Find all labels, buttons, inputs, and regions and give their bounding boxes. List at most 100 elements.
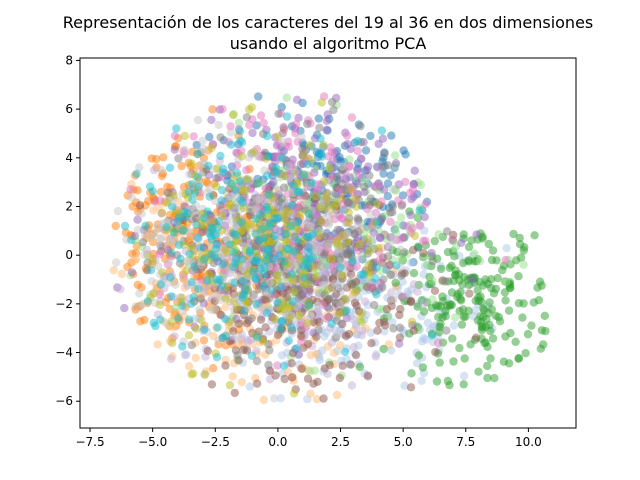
- data-point: [358, 326, 367, 335]
- data-point: [147, 232, 156, 241]
- data-point: [117, 269, 127, 279]
- data-point: [140, 315, 149, 325]
- data-point: [322, 116, 332, 126]
- data-point: [295, 210, 304, 219]
- data-point: [188, 195, 197, 205]
- data-point: [133, 186, 142, 195]
- data-point: [539, 340, 548, 349]
- data-point: [483, 373, 492, 383]
- data-point: [244, 105, 254, 114]
- data-point: [427, 331, 437, 340]
- data-point: [137, 209, 146, 218]
- data-point: [182, 266, 191, 275]
- data-point: [263, 131, 272, 141]
- data-point: [288, 297, 297, 306]
- data-point: [335, 341, 345, 350]
- data-point: [530, 231, 539, 240]
- data-point: [410, 231, 420, 241]
- data-point: [299, 170, 308, 179]
- data-point: [291, 129, 300, 138]
- data-point: [270, 231, 279, 241]
- data-point: [203, 276, 212, 285]
- data-point: [226, 128, 235, 137]
- data-point: [135, 289, 144, 298]
- data-point: [360, 182, 369, 191]
- data-point: [256, 111, 266, 120]
- data-point: [470, 249, 479, 258]
- x-tick-label: 7.5: [456, 435, 475, 449]
- data-point: [217, 196, 226, 205]
- data-point: [314, 114, 323, 123]
- data-point: [207, 115, 216, 125]
- data-point: [243, 174, 252, 184]
- data-point: [272, 168, 282, 177]
- data-point: [486, 354, 495, 363]
- data-point: [481, 322, 490, 332]
- data-point: [407, 369, 416, 378]
- plot-area: −7.5 −5.0 −2.5 0.0 2.5 5.0 7.5 10.0 −6 −4 −2 0 2 4 6 8: [55, 53, 577, 449]
- data-point: [247, 314, 256, 323]
- data-point: [435, 358, 444, 367]
- data-point: [245, 382, 254, 391]
- data-point: [247, 351, 257, 360]
- data-point: [249, 147, 259, 156]
- data-point: [141, 221, 150, 230]
- data-point: [338, 214, 347, 223]
- data-point: [235, 177, 245, 186]
- scatter-points: [109, 92, 550, 405]
- data-point: [156, 280, 165, 289]
- data-point: [180, 350, 190, 360]
- data-point: [240, 290, 249, 299]
- data-point: [515, 233, 524, 243]
- data-point: [288, 201, 297, 210]
- data-point: [332, 199, 341, 208]
- data-point: [419, 248, 428, 258]
- data-point: [166, 273, 175, 282]
- data-point: [471, 296, 480, 305]
- data-point: [315, 355, 324, 365]
- data-point: [153, 340, 162, 349]
- data-point: [338, 361, 347, 370]
- data-point: [451, 271, 460, 280]
- data-point: [340, 347, 350, 356]
- data-point: [264, 360, 273, 370]
- data-point: [205, 132, 214, 142]
- data-point: [175, 240, 184, 250]
- data-point: [295, 252, 304, 261]
- data-point: [270, 394, 279, 403]
- data-point: [392, 261, 401, 270]
- data-point: [281, 229, 290, 239]
- data-point: [193, 116, 203, 125]
- data-point: [305, 140, 314, 150]
- data-point: [273, 132, 283, 141]
- data-point: [184, 362, 194, 371]
- data-point: [519, 246, 528, 255]
- data-point: [311, 272, 321, 281]
- data-point: [238, 255, 247, 264]
- data-point: [354, 220, 363, 229]
- data-point: [395, 333, 405, 342]
- data-point: [319, 177, 329, 186]
- data-point: [366, 194, 376, 203]
- data-point: [410, 166, 419, 175]
- data-point: [540, 311, 549, 320]
- data-point: [213, 323, 222, 332]
- data-point: [279, 361, 289, 370]
- data-point: [203, 207, 212, 216]
- data-point: [397, 271, 406, 280]
- y-tick-label: 2: [65, 199, 73, 213]
- data-point: [217, 185, 227, 195]
- data-point: [367, 339, 376, 348]
- data-point: [306, 312, 315, 321]
- data-point: [341, 294, 350, 304]
- data-point: [279, 183, 289, 192]
- data-point: [409, 280, 419, 289]
- data-point: [511, 337, 520, 346]
- data-point: [535, 277, 545, 286]
- data-point: [471, 333, 481, 342]
- data-point: [232, 303, 242, 312]
- data-point: [324, 304, 334, 313]
- data-point: [412, 359, 422, 368]
- data-point: [421, 236, 430, 246]
- data-point: [448, 334, 457, 343]
